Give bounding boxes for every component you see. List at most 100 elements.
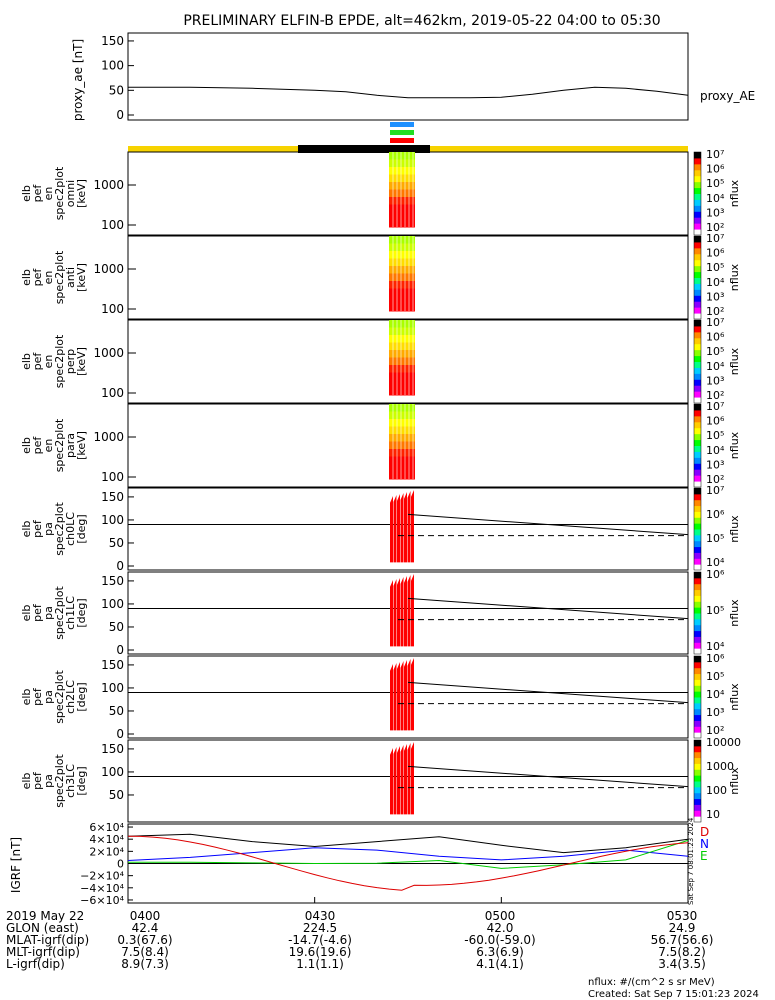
pa-panel-3-colorbar-tick: 10⁴ xyxy=(706,688,725,701)
axis-value-mlat: 56.7(56.6) xyxy=(651,933,714,947)
spec-panel-4-spectrogram-bin xyxy=(389,411,415,420)
pa-panel-2-colorbar-tick: 10⁶ xyxy=(706,568,725,581)
axis-value-l: 8.9(7.3) xyxy=(121,957,169,971)
spec-panel-2-colorbar-tick: 10³ xyxy=(706,290,724,303)
pa-panel-2-colorbar-segment xyxy=(694,607,701,614)
spec-panel-1-colorbar-label: nflux xyxy=(728,179,741,207)
spec-panel-1-ylabel-line: pef xyxy=(31,184,44,203)
spec-panel-2-colorbar-segment xyxy=(694,283,701,290)
pa-panel-3-colorbar-segment xyxy=(694,702,701,710)
spec-panel-4-ylabel-line: spec2plot xyxy=(53,418,66,472)
spec-panel-2-spectrogram-bin xyxy=(389,243,415,252)
spec-panel-1-ylabel-line: spec2plot xyxy=(53,166,66,220)
pa-panel-3-ylabel-line: elb xyxy=(20,689,33,706)
pa-panel-2-colorbar-segment xyxy=(694,618,701,626)
pa-panel-1-colorbar-segment xyxy=(694,505,701,512)
spec-panel-3-spectrogram-bin xyxy=(389,357,415,366)
axis-value-mlt: 6.3(6.9) xyxy=(476,945,524,959)
spec-panel-1-spectrogram-bin xyxy=(389,174,415,183)
spec-panel-2-colorbar-frame xyxy=(693,235,702,320)
pa-panel-2-pa-burst xyxy=(400,576,404,647)
pa-panel-3-ytick-label: 150 xyxy=(101,658,124,672)
pa-panel-1-ylabel-line: pef xyxy=(31,519,44,538)
pa-panel-2-pa-burst xyxy=(390,579,393,647)
pa-panel-1-pa-burst xyxy=(393,494,397,563)
spec-panel-4-spectrogram-bin xyxy=(389,434,415,442)
axis-value-time: 0530 xyxy=(667,909,698,923)
pa-panel-1-colorbar-frame xyxy=(693,487,702,571)
spec-panel-1-colorbar-segment xyxy=(694,223,701,230)
axis-value-mlt: 7.5(8.2) xyxy=(658,945,706,959)
spec-panel-4-colorbar-segment xyxy=(694,481,701,488)
axis-value-l: 4.1(4.1) xyxy=(476,957,524,971)
spec-panel-3-colorbar-segment xyxy=(694,325,701,333)
pa-panel-1-colorbar-segment xyxy=(694,558,701,565)
pa-panel-4-colorbar-segment xyxy=(694,798,701,805)
pa-panel-4-pa-burst xyxy=(390,747,393,815)
spec-panel-2-ylabel-line: en xyxy=(42,271,55,285)
spec-panel-4-ylabel-line: en xyxy=(42,439,55,453)
footer-created: Created: Sat Sep 7 15:01:23 2024 xyxy=(588,989,759,1000)
pa-panel-2-colorbar-segment xyxy=(694,642,701,649)
spec-panel-1-colorbar-tick: 10⁴ xyxy=(706,192,725,205)
igrf-legend-D: D xyxy=(700,825,709,839)
axis-value-time: 0400 xyxy=(130,909,161,923)
pa-panel-3-pa-burst xyxy=(400,660,404,731)
spec-panel-2-ylabel-line: spec2plot xyxy=(53,250,66,304)
pa-panel-1-ytick-label: 100 xyxy=(101,513,124,527)
spec-panel-3-colorbar-label: nflux xyxy=(728,347,741,375)
spec-panel-3-colorbar-segment xyxy=(694,320,701,327)
spec-panel-3-colorbar-segment xyxy=(694,361,701,368)
pa-panel-4-colorbar-segment xyxy=(694,786,701,794)
spec-panel-1-spectrogram-bin xyxy=(389,167,415,175)
spec-panel-1-spectrogram-bin xyxy=(389,212,415,220)
pa-panel-3-ylabel-line: pa xyxy=(42,690,55,704)
proxy-ae-frame xyxy=(127,32,689,121)
spec-panel-4-spectrogram-bin xyxy=(389,464,415,472)
igrf-red-curve xyxy=(127,835,689,891)
pa-panel-3-ytick-label: 100 xyxy=(101,681,124,695)
spec-panel-3-spectrogram-bin xyxy=(389,320,415,328)
pa-panel-4-ylabel-line: pa xyxy=(42,774,55,788)
spec-panel-1-colorbar-tick: 10³ xyxy=(706,206,724,219)
pa-panel-3-colorbar-segment xyxy=(694,732,701,739)
footer-units: nflux: #/(cm^2 s sr MeV) xyxy=(588,977,715,988)
spec-panel-4-colorbar-tick: 10⁵ xyxy=(706,429,724,442)
spec-panel-1-spectrogram-bin xyxy=(389,159,415,168)
spec-panel-2-colorbar-segment xyxy=(694,295,701,302)
spec-panel-4-spectrogram-bin xyxy=(389,419,415,427)
pa-panel-4-ylabel-line: pef xyxy=(31,771,44,790)
proxy-ae-line xyxy=(128,86,689,99)
pa-panel-3-colorbar-segment xyxy=(694,726,701,733)
pa-panel-4-colorbar-segment xyxy=(694,810,701,817)
pa-panel-3-ylabel-line: ch2LC xyxy=(64,680,77,714)
spec-panel-3-colorbar-segment xyxy=(694,397,701,404)
pa-panel-3-pa-burst xyxy=(407,658,411,731)
spec-panel-2-colorbar-tick: 10⁷ xyxy=(706,232,724,245)
pa-panel-2-colorbar-segment xyxy=(694,589,701,596)
spec-panel-2-colorbar-segment xyxy=(694,277,701,284)
spec-panel-2-colorbar-segment xyxy=(694,259,701,267)
axis-value-time: 0500 xyxy=(485,909,516,923)
spec-panel-3-spectrogram-bin xyxy=(389,350,415,358)
spec-panel-1-colorbar-segment xyxy=(694,175,701,183)
igrf-legend-N: N xyxy=(700,837,709,851)
spec-panel-1-colorbar-tick: 10⁷ xyxy=(706,148,724,161)
pa-panel-1-colorbar-segment xyxy=(694,552,701,559)
pa-panel-3-colorbar-segment xyxy=(694,667,701,675)
pa-panel-4-colorbar-tick: 10000 xyxy=(706,736,741,749)
pa-panel-2-ylabel-line: elb xyxy=(20,605,33,622)
spec-panel-1-colorbar-tick: 10⁵ xyxy=(706,177,724,190)
axis-value-glon: 42.4 xyxy=(132,921,159,935)
proxy-ae-ytick-label: 100 xyxy=(101,59,124,73)
spec-panel-4-spectrogram-bin xyxy=(389,456,415,465)
spec-panel-3-colorbar-segment xyxy=(694,367,701,374)
spec-panel-1-ylabel-line: en xyxy=(42,187,55,201)
pa-panel-1-ylabel-line: ch0LC xyxy=(64,512,77,546)
pa-panel-3-colorbar-segment xyxy=(694,691,701,698)
spec-panel-1-colorbar-segment xyxy=(694,169,701,177)
spec-panel-2-spectrogram-bin xyxy=(389,296,415,304)
spec-panel-3-colorbar-segment xyxy=(694,373,701,380)
spec-panel-2-colorbar-segment xyxy=(694,271,701,278)
pa-panel-3-ylabel-line: spec2plot xyxy=(53,670,66,724)
